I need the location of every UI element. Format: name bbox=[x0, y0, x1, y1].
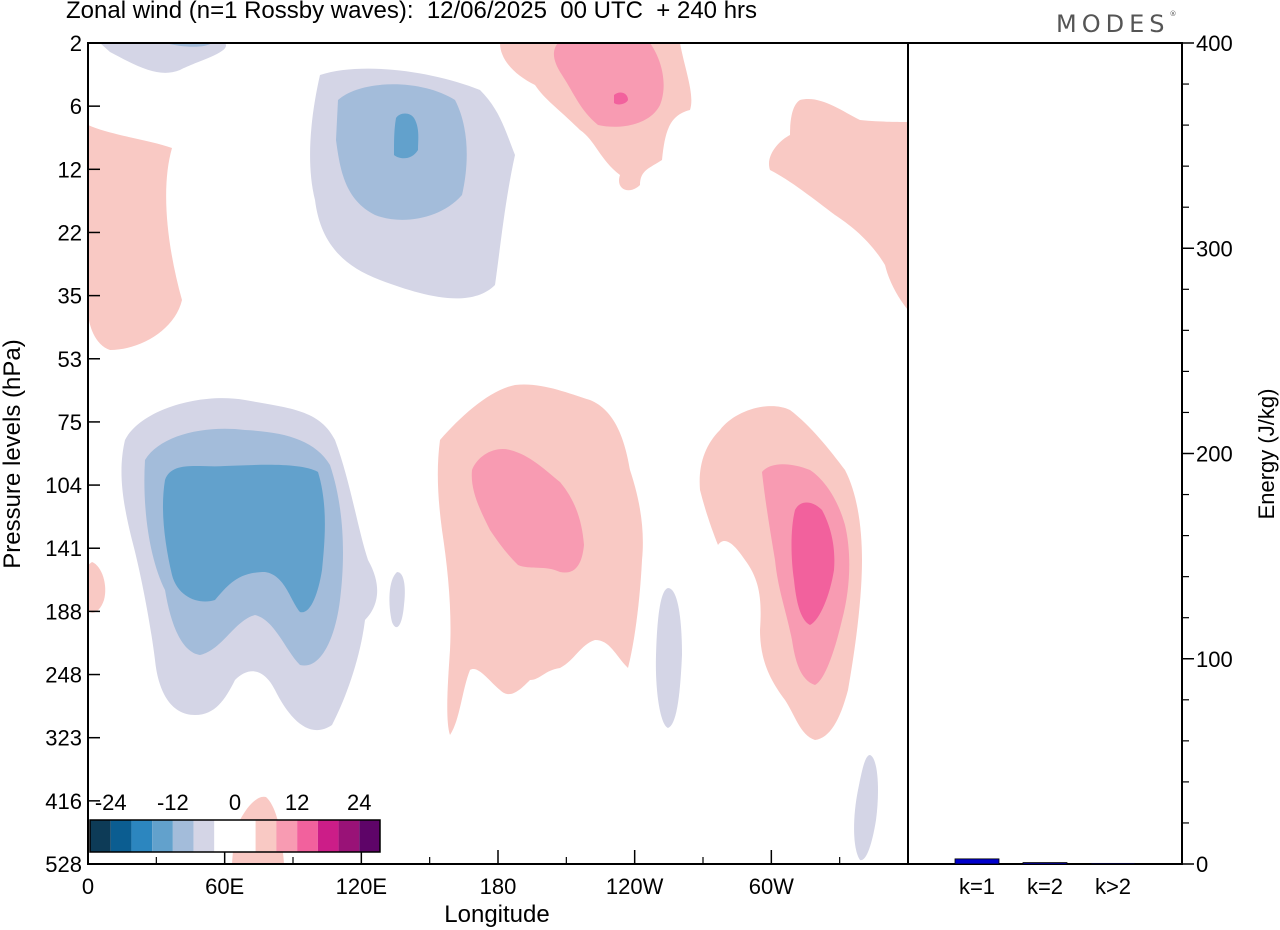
energy-tick-label: 400 bbox=[1196, 31, 1233, 56]
contour-pos-top-mid-2 bbox=[553, 43, 664, 127]
colorbar-label: 0 bbox=[229, 790, 241, 815]
colorbar-swatch bbox=[359, 820, 380, 852]
colorbar-swatch bbox=[214, 820, 235, 852]
colorbar-swatch bbox=[235, 820, 256, 852]
contour-neg-small-2 bbox=[655, 588, 682, 728]
y-tick-label: 53 bbox=[58, 347, 82, 372]
registered-mark: ® bbox=[1169, 10, 1177, 18]
x-tick-label: 60E bbox=[205, 874, 244, 899]
colorbar-label: 24 bbox=[347, 790, 371, 815]
colorbar-swatch bbox=[317, 820, 339, 852]
bar-category-label: k>2 bbox=[1095, 874, 1131, 899]
contour-pos-left-strip bbox=[88, 125, 182, 350]
colorbar-frame bbox=[89, 819, 381, 853]
colorbar-swatch bbox=[152, 820, 173, 852]
colorbar-swatch bbox=[131, 820, 153, 852]
y-tick-label: 528 bbox=[45, 852, 82, 877]
energy-tick-label: 300 bbox=[1196, 236, 1233, 261]
x-tick-label: 120W bbox=[606, 874, 664, 899]
colorbar-swatch bbox=[276, 820, 298, 852]
y-tick-label: 104 bbox=[45, 473, 82, 498]
colorbar-swatch bbox=[172, 820, 194, 852]
colorbar-label: -24 bbox=[95, 790, 127, 815]
longitude-axis: 0 60E 120E 180 120W 60W bbox=[82, 850, 841, 899]
pressure-axis: 2 6 12 22 35 53 75 104 141 188 248 323 416 528 bbox=[45, 31, 100, 877]
x-tick-label: 60W bbox=[749, 874, 794, 899]
y-axis-label: Pressure levels (hPa) bbox=[0, 339, 26, 568]
energy-axis: 0 100 200 300 400 bbox=[1182, 31, 1233, 877]
colorbar-swatch bbox=[90, 820, 111, 852]
contour-pos-right-3 bbox=[791, 502, 835, 625]
colorbar-label: 12 bbox=[285, 790, 309, 815]
y-tick-label: 141 bbox=[45, 536, 82, 561]
y-tick-label: 416 bbox=[45, 789, 82, 814]
logo-text: MODES bbox=[1056, 10, 1170, 38]
x-axis-label: Longitude bbox=[444, 901, 549, 928]
colorbar-swatch bbox=[193, 820, 215, 852]
energy-tick-label: 0 bbox=[1196, 852, 1208, 877]
y-tick-label: 75 bbox=[58, 410, 82, 435]
contour-neg-small-3 bbox=[854, 755, 878, 861]
chart-title: Zonal wind (n=1 Rossby waves): 12/06/202… bbox=[66, 0, 758, 24]
colorbar-label: -12 bbox=[157, 790, 189, 815]
colorbar-swatch bbox=[338, 820, 360, 852]
y-tick-label: 35 bbox=[58, 284, 82, 309]
contour-neg-small-1 bbox=[389, 572, 405, 628]
contour-pos-left-edge bbox=[88, 562, 106, 613]
energy-bars: k=1 k=2 k>2 bbox=[954, 858, 1136, 899]
y-tick-label: 248 bbox=[45, 663, 82, 688]
energy-bar bbox=[1022, 862, 1068, 865]
contour-pos-upper-right bbox=[769, 99, 908, 310]
energy-bar bbox=[1090, 862, 1136, 865]
contour-pos-top-mid-3 bbox=[614, 92, 628, 105]
bar-category-label: k=1 bbox=[959, 874, 995, 899]
modes-logo: MODES® bbox=[1056, 10, 1176, 38]
contour-neg-lower-left-3 bbox=[162, 464, 325, 613]
y-tick-label: 12 bbox=[58, 157, 82, 182]
x-tick-label: 0 bbox=[82, 874, 94, 899]
y-tick-label: 323 bbox=[45, 726, 82, 751]
y-tick-label: 22 bbox=[58, 220, 82, 245]
energy-bar bbox=[954, 858, 1000, 865]
contour-neg-upper-3 bbox=[394, 113, 419, 159]
colorbar-swatch bbox=[255, 820, 277, 852]
x-tick-label: 120E bbox=[336, 874, 387, 899]
colorbar: -24 -12 0 12 24 bbox=[89, 790, 381, 853]
x-tick-label: 180 bbox=[480, 874, 517, 899]
contour-neg-top-left bbox=[100, 43, 226, 73]
energy-axis-label: Energy (J/kg) bbox=[1254, 389, 1279, 520]
energy-tick-label: 200 bbox=[1196, 442, 1233, 467]
wind-contour-field bbox=[88, 43, 908, 864]
colorbar-swatch bbox=[297, 820, 318, 852]
y-tick-label: 188 bbox=[45, 599, 82, 624]
colorbar-swatch bbox=[110, 820, 132, 852]
energy-tick-label: 100 bbox=[1196, 647, 1233, 672]
y-tick-label: 2 bbox=[70, 31, 82, 56]
contour-pos-mid-2 bbox=[471, 449, 584, 573]
y-tick-label: 6 bbox=[70, 94, 82, 119]
bar-category-label: k=2 bbox=[1027, 874, 1063, 899]
